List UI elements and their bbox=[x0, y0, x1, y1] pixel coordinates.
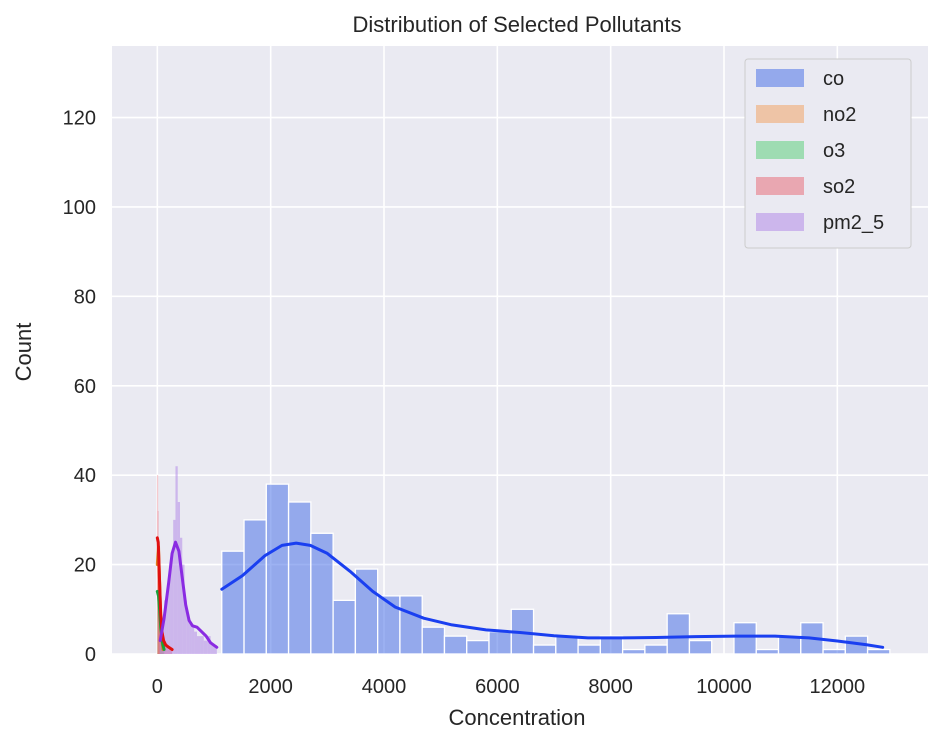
legend-label-co: co bbox=[823, 68, 844, 90]
legend-swatch-so2 bbox=[756, 177, 804, 195]
x-axis-label: Concentration bbox=[449, 705, 586, 730]
y-axis-label: Count bbox=[11, 323, 36, 382]
histogram-bar-pm2_5 bbox=[164, 600, 167, 654]
x-tick-label: 0 bbox=[152, 676, 163, 698]
histogram-bar-pm2_5 bbox=[203, 640, 208, 654]
x-tick-label: 6000 bbox=[475, 676, 520, 698]
histogram-bar-pm2_5 bbox=[175, 466, 178, 654]
histogram-bar-pm2_5 bbox=[173, 519, 176, 654]
histogram-bar-pm2_5 bbox=[189, 622, 192, 654]
kde-curve-pm2_5 bbox=[158, 540, 219, 649]
y-tick-label: 40 bbox=[74, 465, 96, 487]
x-tick-label: 2000 bbox=[248, 676, 293, 698]
histogram-bar-pm2_5 bbox=[177, 502, 180, 654]
histogram-bar-co bbox=[755, 648, 780, 655]
histogram-bar-pm2_5 bbox=[166, 591, 169, 654]
x-tick-label: 12000 bbox=[810, 676, 866, 698]
histogram-bar-co bbox=[488, 630, 512, 655]
legend-swatch-co bbox=[756, 69, 804, 87]
histogram-bar-co bbox=[466, 639, 490, 655]
histogram-bar-pm2_5 bbox=[214, 645, 217, 654]
y-tick-label: 100 bbox=[63, 197, 96, 219]
histogram-bar-pm2_5 bbox=[159, 636, 162, 654]
histogram-bar-pm2_5 bbox=[200, 636, 204, 654]
y-tick-label: 20 bbox=[74, 555, 96, 577]
legend-swatch-o3 bbox=[756, 141, 804, 159]
kde-curve-co bbox=[220, 541, 885, 649]
histogram-bar-co bbox=[733, 622, 757, 655]
axis-tick-labels: 0 2000 4000 6000 8000 10000 12000 0 20 40 60 80 100 1… bbox=[63, 108, 866, 698]
histogram-bar-pm2_5 bbox=[194, 631, 197, 654]
histogram-bar-pm2_5 bbox=[191, 627, 195, 654]
y-tick-label: 60 bbox=[74, 376, 96, 398]
histogram-bar-co bbox=[577, 644, 602, 655]
histogram-bar-pm2_5 bbox=[197, 636, 201, 654]
x-tick-label: 4000 bbox=[362, 676, 407, 698]
legend-label-o3: o3 bbox=[823, 140, 845, 162]
histogram-bar-co bbox=[221, 550, 245, 655]
histogram-bar-co bbox=[555, 635, 579, 655]
histogram-bar-pm2_5 bbox=[186, 613, 190, 654]
histogram-bar-pm2_5 bbox=[184, 600, 187, 654]
y-tick-label: 120 bbox=[63, 108, 96, 130]
histogram-bar-pm2_5 bbox=[168, 573, 171, 654]
histogram-bar-co bbox=[621, 648, 646, 655]
x-tick-label: 8000 bbox=[588, 676, 633, 698]
histogram-bar-pm2_5 bbox=[180, 537, 183, 654]
histogram-bar-pm2_5 bbox=[182, 564, 185, 654]
legend-label-so2: so2 bbox=[823, 176, 855, 198]
histogram-bar-co bbox=[688, 639, 713, 655]
legend-label-no2: no2 bbox=[823, 104, 856, 126]
legend-label-pm2_5: pm2_5 bbox=[823, 212, 884, 234]
x-tick-label: 10000 bbox=[696, 676, 752, 698]
histogram-bar-co bbox=[243, 519, 267, 655]
legend-swatch-no2 bbox=[756, 105, 804, 123]
y-tick-label: 0 bbox=[85, 644, 96, 666]
histogram-bar-pm2_5 bbox=[170, 555, 174, 654]
histogram-bar-pm2_5 bbox=[210, 645, 214, 654]
histogram-bar-co bbox=[443, 635, 468, 655]
kde-curve-so2 bbox=[155, 536, 174, 651]
kde-curves bbox=[155, 536, 885, 651]
histogram-bar-co bbox=[532, 644, 557, 655]
histogram-bar-co bbox=[399, 595, 423, 655]
histogram-bar-co bbox=[599, 635, 624, 655]
histogram-bar-co bbox=[377, 595, 401, 655]
histogram-bar-co bbox=[421, 626, 446, 655]
histogram-bar-co bbox=[866, 648, 891, 655]
histogram-bar-co bbox=[777, 635, 802, 655]
histogram-bars bbox=[157, 466, 891, 655]
legend-swatch-pm2_5 bbox=[756, 213, 804, 231]
histogram-bar-co bbox=[354, 568, 379, 655]
histogram-bar-co bbox=[310, 532, 334, 655]
legend: co no2 o3 so2 pm2_5 bbox=[744, 58, 912, 249]
histogram-bar-co bbox=[666, 613, 691, 655]
histogram-bar-co bbox=[822, 648, 846, 655]
y-tick-label: 80 bbox=[74, 286, 96, 308]
histogram-bar-pm2_5 bbox=[207, 636, 211, 654]
histogram-bar-co bbox=[332, 599, 357, 655]
histogram-bar-co bbox=[287, 501, 312, 655]
chart-title: Distribution of Selected Pollutants bbox=[353, 12, 682, 37]
histogram-bar-co bbox=[644, 644, 668, 655]
histogram-bar-co bbox=[265, 483, 290, 655]
